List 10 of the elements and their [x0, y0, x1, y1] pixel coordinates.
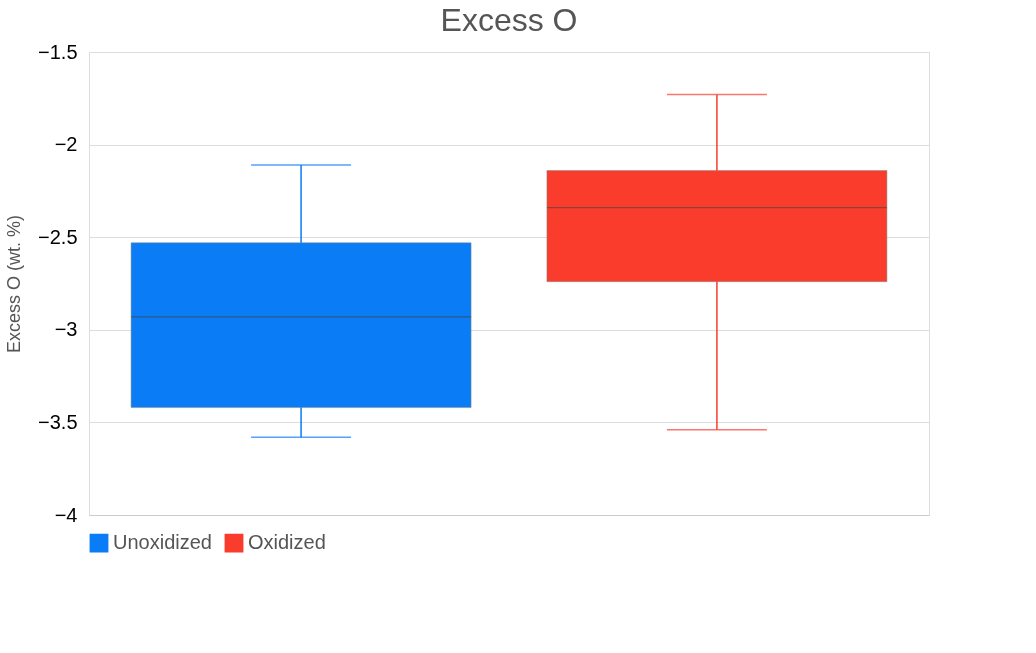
y-tick-label: −2.5: [38, 225, 78, 248]
y-axis-title: Excess O (wt. %): [4, 214, 25, 354]
chart-title: Excess O: [440, 2, 578, 38]
y-tick-label: −4: [54, 503, 78, 526]
y-tick-label: −2: [54, 133, 78, 156]
legend-label: Oxidized: [248, 531, 326, 554]
y-tick-label: −3.5: [38, 410, 78, 433]
legend-label: Unoxidized: [113, 531, 212, 554]
y-tick-label: −1.5: [38, 40, 78, 63]
y-tick-label: −3: [54, 318, 78, 341]
